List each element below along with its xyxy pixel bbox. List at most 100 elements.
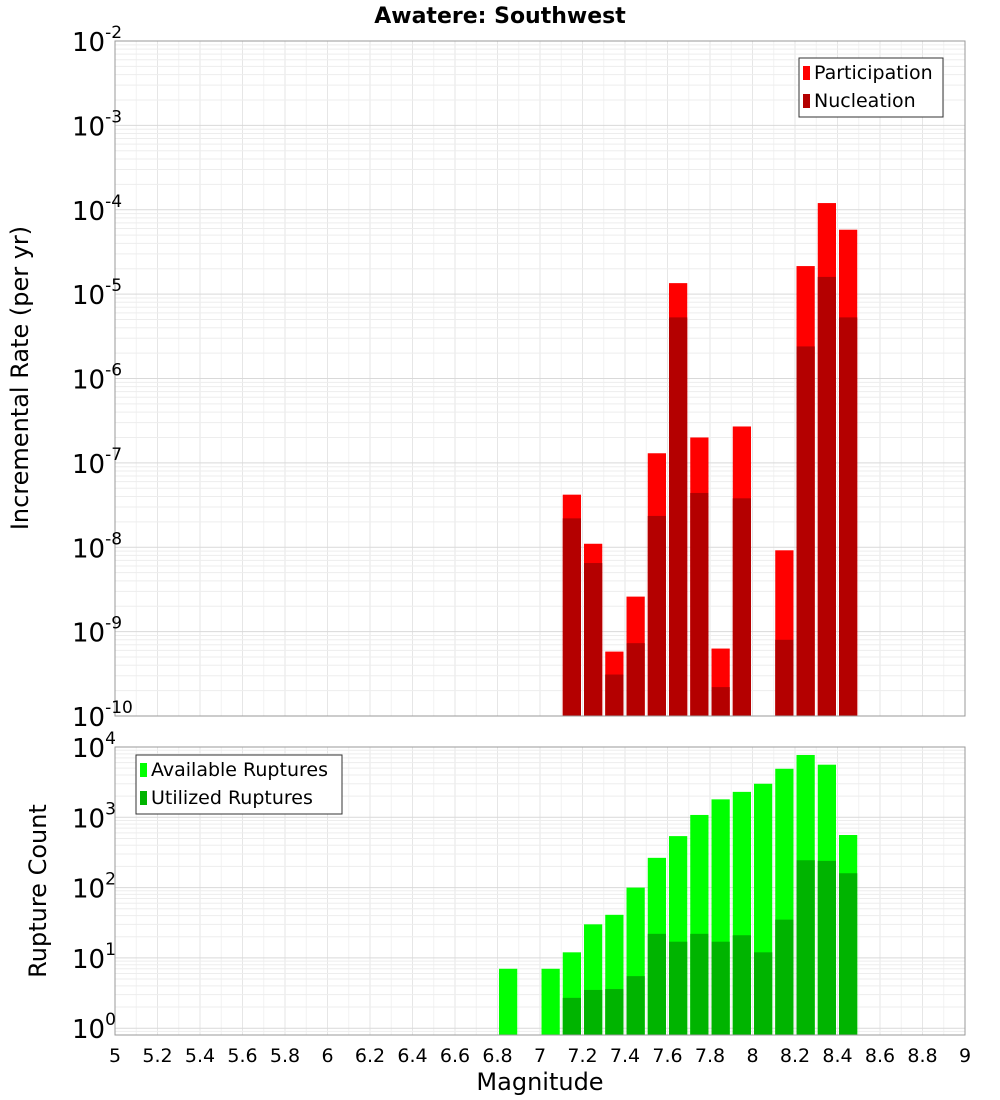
bar-nucleation [584,563,603,716]
bottom-legend-box [135,754,343,815]
x-tick-label: 6.2 [355,1045,385,1067]
x-tick-labels: 5 5.2 5.4 5.6 5.8 6 6.2 6.4 6.6 6.8 7 7.2 7.4 7.6 7.8 8… [109,1045,971,1067]
x-tick-label: 8.2 [780,1045,810,1067]
y-tick-label: 10-7 [72,445,122,480]
bar-utilized [839,873,858,1035]
bar-utilized [796,860,815,1035]
y-tick-base: 10 [72,281,105,311]
top-plot-border [114,40,966,717]
top-legend-box [798,57,944,118]
x-tick-label: 8.8 [907,1045,937,1067]
y-tick-label: 104 [72,729,116,764]
y-tick-label: 10-4 [72,192,122,227]
x-tick-label: 5 [109,1045,121,1067]
legend-swatch-nucleation [803,94,810,108]
bar-utilized [626,976,645,1035]
x-tick-label: 6.8 [482,1045,512,1067]
y-tick-base: 10 [72,875,105,905]
legend-swatch-available [140,763,147,777]
y-tick-exponent: 1 [105,940,116,960]
x-tick-label: 7.8 [695,1045,725,1067]
bar-utilized [690,933,709,1035]
bar-nucleation [711,687,730,716]
bottom-plot-border [114,746,966,1036]
y-tick-exponent: 3 [105,799,116,819]
y-tick-exponent: -7 [105,445,122,465]
y-tick-exponent: -5 [105,276,122,296]
y-tick-base: 10 [72,28,105,58]
y-tick-base: 10 [72,112,105,142]
bar-utilized [817,860,836,1035]
y-tick-label: 10-5 [72,276,122,311]
top-grid [114,40,966,717]
legend-swatch-participation [803,66,810,80]
bar-nucleation [562,518,581,716]
x-tick-label: 6.6 [440,1045,470,1067]
bar-nucleation [775,639,794,716]
bar-nucleation [817,276,836,716]
y-tick-label: 10-3 [72,107,122,142]
y-tick-base: 10 [72,366,105,396]
x-tick-label: 7.4 [610,1045,640,1067]
bar-available [499,968,518,1035]
legend-label-utilized: Utilized Ruptures [151,787,313,809]
bar-nucleation [626,643,645,716]
top-legend: Participation Nucleation [798,57,944,118]
bar-utilized [562,997,581,1035]
y-tick-base: 10 [72,945,105,975]
y-tick-label: 103 [72,799,116,834]
x-tick-label: 8.4 [822,1045,852,1067]
bar-utilized [754,952,773,1035]
y-tick-label: 10-10 [72,698,133,733]
x-tick-label: 5.2 [142,1045,172,1067]
y-tick-base: 10 [72,534,105,564]
top-y-axis-label: Incremental Rate (per yr) [6,226,34,530]
x-tick-label: 6 [321,1045,333,1067]
bar-utilized [584,989,603,1035]
x-tick-label: 5.8 [270,1045,300,1067]
x-tick-label: 8.6 [865,1045,895,1067]
bar-utilized [775,919,794,1035]
y-tick-exponent: -4 [105,192,122,212]
y-tick-base: 10 [72,619,105,649]
x-tick-label: 7.6 [652,1045,682,1067]
y-tick-base: 10 [72,1015,105,1045]
x-tick-label: 7 [534,1045,546,1067]
bar-available [541,968,560,1035]
top-bars [562,203,858,717]
y-tick-label: 102 [72,870,116,905]
y-tick-base: 10 [72,703,105,733]
legend-label-nucleation: Nucleation [814,90,916,112]
y-tick-exponent: 4 [105,729,116,749]
chart-title: Awatere: Southwest [374,4,626,29]
y-tick-exponent: -10 [105,698,133,718]
bar-nucleation [732,498,751,716]
bar-utilized [732,935,751,1035]
y-tick-base: 10 [72,197,105,227]
y-tick-exponent: -6 [105,361,122,381]
bar-utilized [647,933,666,1035]
bar-nucleation [796,346,815,716]
legend-label-available: Available Ruptures [151,759,328,781]
bottom-legend: Available Ruptures Utilized Ruptures [135,754,343,815]
bar-nucleation [647,515,666,716]
bar-utilized [605,989,624,1035]
bar-utilized [669,941,688,1035]
y-tick-exponent: -8 [105,529,122,549]
x-tick-label: 5.6 [227,1045,257,1067]
bar-utilized [711,941,730,1035]
y-tick-base: 10 [72,450,105,480]
bar-nucleation [605,674,624,716]
legend-swatch-utilized [140,791,147,805]
bar-nucleation [669,317,688,716]
y-tick-exponent: -2 [105,23,122,43]
x-tick-label: 9 [959,1045,971,1067]
bar-nucleation [839,317,858,716]
y-tick-label: 10-8 [72,529,122,564]
x-tick-label: 7.2 [567,1045,597,1067]
y-tick-base: 10 [72,804,105,834]
